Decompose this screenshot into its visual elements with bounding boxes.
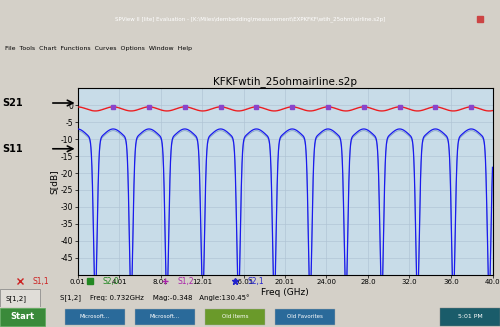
- Text: S[1,2]: S[1,2]: [5, 295, 26, 302]
- Text: 5:01 PM: 5:01 PM: [458, 314, 482, 319]
- Text: S2,1: S2,1: [248, 277, 264, 286]
- Text: Old Items: Old Items: [222, 314, 248, 319]
- Text: File  Tools  Chart  Functions  Curves  Options  Window  Help: File Tools Chart Functions Curves Option…: [5, 46, 192, 51]
- Bar: [205, 309, 265, 325]
- Bar: [0, 289, 40, 307]
- Bar: [135, 309, 195, 325]
- Bar: [275, 309, 335, 325]
- Y-axis label: S[dB]: S[dB]: [49, 169, 58, 194]
- Text: S21: S21: [2, 98, 23, 108]
- Text: S1,2: S1,2: [178, 277, 194, 286]
- Text: Microsoft...: Microsoft...: [80, 314, 110, 319]
- Text: S11: S11: [2, 144, 23, 154]
- X-axis label: Freq (GHz): Freq (GHz): [261, 288, 309, 297]
- Text: SPView II [lite] Evaluation - [K:\Miles\dembedding\measurement\EXPKFKF\wtih_25oh: SPView II [lite] Evaluation - [K:\Miles\…: [115, 16, 385, 22]
- Text: S1,1: S1,1: [32, 277, 49, 286]
- Bar: [0, 308, 45, 326]
- Bar: [65, 309, 125, 325]
- Title: KFKFwtih_25ohmairline.s2p: KFKFwtih_25ohmairline.s2p: [213, 76, 357, 87]
- Text: S[1,2]    Freq: 0.732GHz    Mag:-0.348   Angle:130.45°: S[1,2] Freq: 0.732GHz Mag:-0.348 Angle:1…: [60, 295, 250, 302]
- Text: Microsoft...: Microsoft...: [150, 314, 180, 319]
- Text: Old Favorites: Old Favorites: [287, 314, 323, 319]
- Bar: [440, 308, 500, 326]
- Text: Start: Start: [10, 312, 34, 321]
- Text: S2,0: S2,0: [102, 277, 120, 286]
